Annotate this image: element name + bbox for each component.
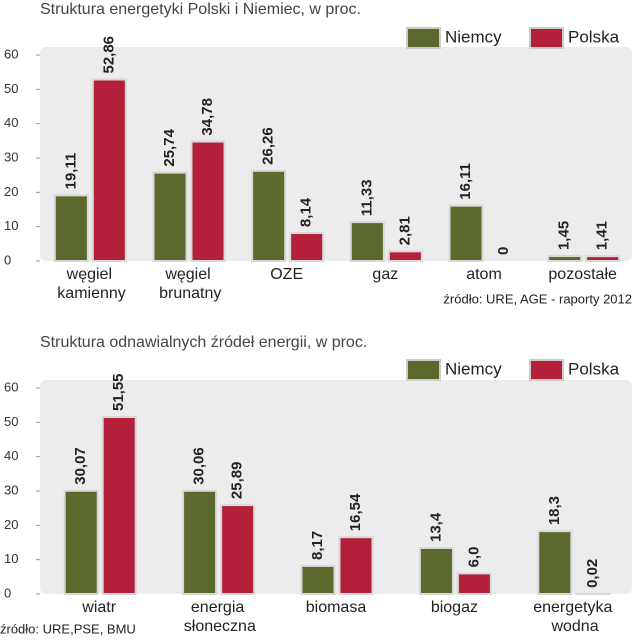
x-tick-label: energetyka wodna (533, 599, 612, 635)
bar (53, 194, 89, 263)
legend-swatch (406, 359, 441, 381)
bar (387, 250, 423, 263)
x-tick-label: gaz (372, 266, 398, 283)
x-tick-label: energia słoneczna (179, 599, 256, 635)
y-tick-label: 40 (4, 115, 18, 130)
x-tick-label: pozostałe (548, 266, 617, 283)
value-label: 13,4 (427, 512, 444, 542)
value-label: 30,06 (191, 447, 208, 485)
legend-swatch (529, 359, 564, 381)
bar (220, 504, 256, 595)
bar (418, 546, 454, 596)
bar (338, 536, 374, 595)
bar (456, 572, 492, 596)
x-tick-label: biomasa (306, 599, 367, 616)
legend-swatch (529, 27, 564, 49)
bar (300, 564, 336, 595)
value-label: 2,81 (396, 216, 413, 245)
legend-swatch (406, 27, 441, 49)
bar (547, 255, 583, 263)
y-tick-label: 0 (4, 585, 11, 600)
y-tick-label: 60 (4, 379, 18, 394)
value-label: 1,41 (594, 221, 611, 250)
bar (63, 489, 99, 596)
x-tick-label: wiatr (81, 599, 116, 616)
x-tick-label: OZE (270, 266, 303, 283)
bar (101, 416, 137, 595)
chart-title: Struktura odnawialnych źródeł energii, w… (40, 334, 367, 351)
legend-label: Niemcy (445, 27, 502, 46)
y-tick-label: 60 (4, 46, 18, 61)
value-label: 8,17 (309, 531, 326, 560)
legend-label: Polska (568, 27, 620, 46)
value-label: 8,14 (298, 197, 315, 227)
y-tick-label: 40 (4, 448, 18, 463)
value-label: 1,45 (556, 221, 573, 250)
value-label: 16,54 (347, 493, 364, 531)
source-note: źródło: URE,PSE, BMU (0, 621, 136, 636)
y-tick-label: 10 (4, 218, 18, 233)
source-note: źródło: URE, AGE - raporty 2012 (443, 291, 632, 306)
y-tick-label: 10 (4, 551, 18, 566)
y-tick-label: 50 (4, 414, 18, 429)
value-label: 16,11 (457, 163, 474, 200)
bar (182, 489, 218, 596)
y-tick-label: 20 (4, 184, 18, 199)
value-label: 26,26 (260, 127, 277, 165)
plot-area (40, 47, 632, 261)
x-tick-label: biogaz (431, 599, 478, 616)
value-label: 18,3 (546, 496, 563, 525)
value-label: 34,78 (199, 98, 216, 136)
value-label: 52,86 (100, 36, 117, 74)
value-label: 51,55 (110, 373, 127, 411)
bar (537, 530, 573, 595)
bar (349, 221, 385, 262)
value-label: 0,02 (584, 559, 601, 588)
bar (448, 204, 484, 262)
y-tick-label: 20 (4, 517, 18, 532)
value-label: 6,0 (465, 547, 482, 568)
bar (152, 171, 188, 263)
x-tick-label: węgiel brunatny (155, 266, 222, 302)
value-label: 30,07 (72, 447, 89, 485)
chart-title: Struktura energetyki Polski i Niemiec, w… (40, 1, 361, 18)
y-tick-label: 30 (4, 149, 18, 164)
y-tick-label: 50 (4, 81, 18, 96)
y-tick-label: 0 (4, 252, 11, 267)
bar (190, 140, 226, 262)
bar (289, 232, 325, 263)
x-tick-label: atom (466, 266, 502, 283)
legend-label: Niemcy (445, 359, 502, 378)
value-label: 0 (495, 247, 512, 255)
value-label: 19,11 (62, 153, 79, 190)
value-label: 25,74 (161, 128, 178, 166)
y-tick-label: 30 (4, 482, 18, 497)
bar (91, 78, 127, 262)
value-label: 11,33 (358, 179, 375, 216)
x-tick-label: węgiel kamienny (53, 266, 126, 302)
bar (585, 255, 621, 262)
bar (251, 169, 287, 262)
legend-label: Polska (568, 359, 620, 378)
value-label: 25,89 (229, 462, 246, 500)
